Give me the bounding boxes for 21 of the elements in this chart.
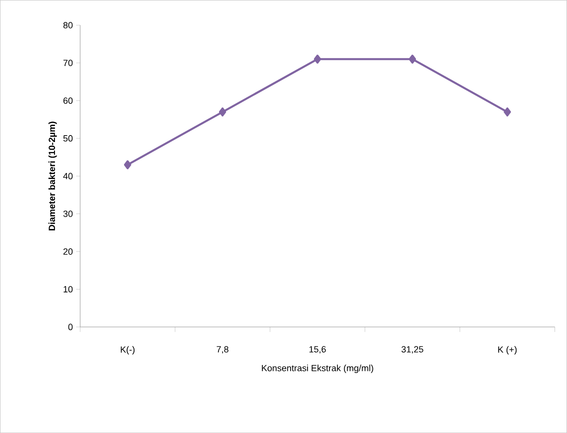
x-tick-label: 31,25 <box>402 346 424 354</box>
x-tick-label: K(-) <box>120 346 135 354</box>
y-axis-title: Diameter bakteri (10-2µm) <box>48 122 57 230</box>
point <box>314 54 322 64</box>
y-tick-label: 70 <box>63 60 73 66</box>
y-tick-label: 0 <box>68 324 73 330</box>
y-tick-label: 20 <box>63 248 73 255</box>
y-tick-label: 40 <box>63 172 73 180</box>
y-tick-label: 60 <box>63 97 73 104</box>
point <box>124 160 132 170</box>
x-tick-label: 15,6 <box>309 346 326 354</box>
point <box>408 54 416 64</box>
point <box>218 107 226 116</box>
x-axis-title: Konsentrasi Ekstrak (mg/ml) <box>262 364 374 373</box>
y-tick-label: 50 <box>63 135 73 142</box>
x-tick-label: K (+) <box>498 346 517 354</box>
x-tick-label: 7,8 <box>216 346 228 354</box>
y-tick-label: 10 <box>64 286 73 292</box>
y-tick-label: 80 <box>63 22 73 28</box>
y-tick-label: 30 <box>63 210 73 217</box>
point <box>504 107 511 116</box>
